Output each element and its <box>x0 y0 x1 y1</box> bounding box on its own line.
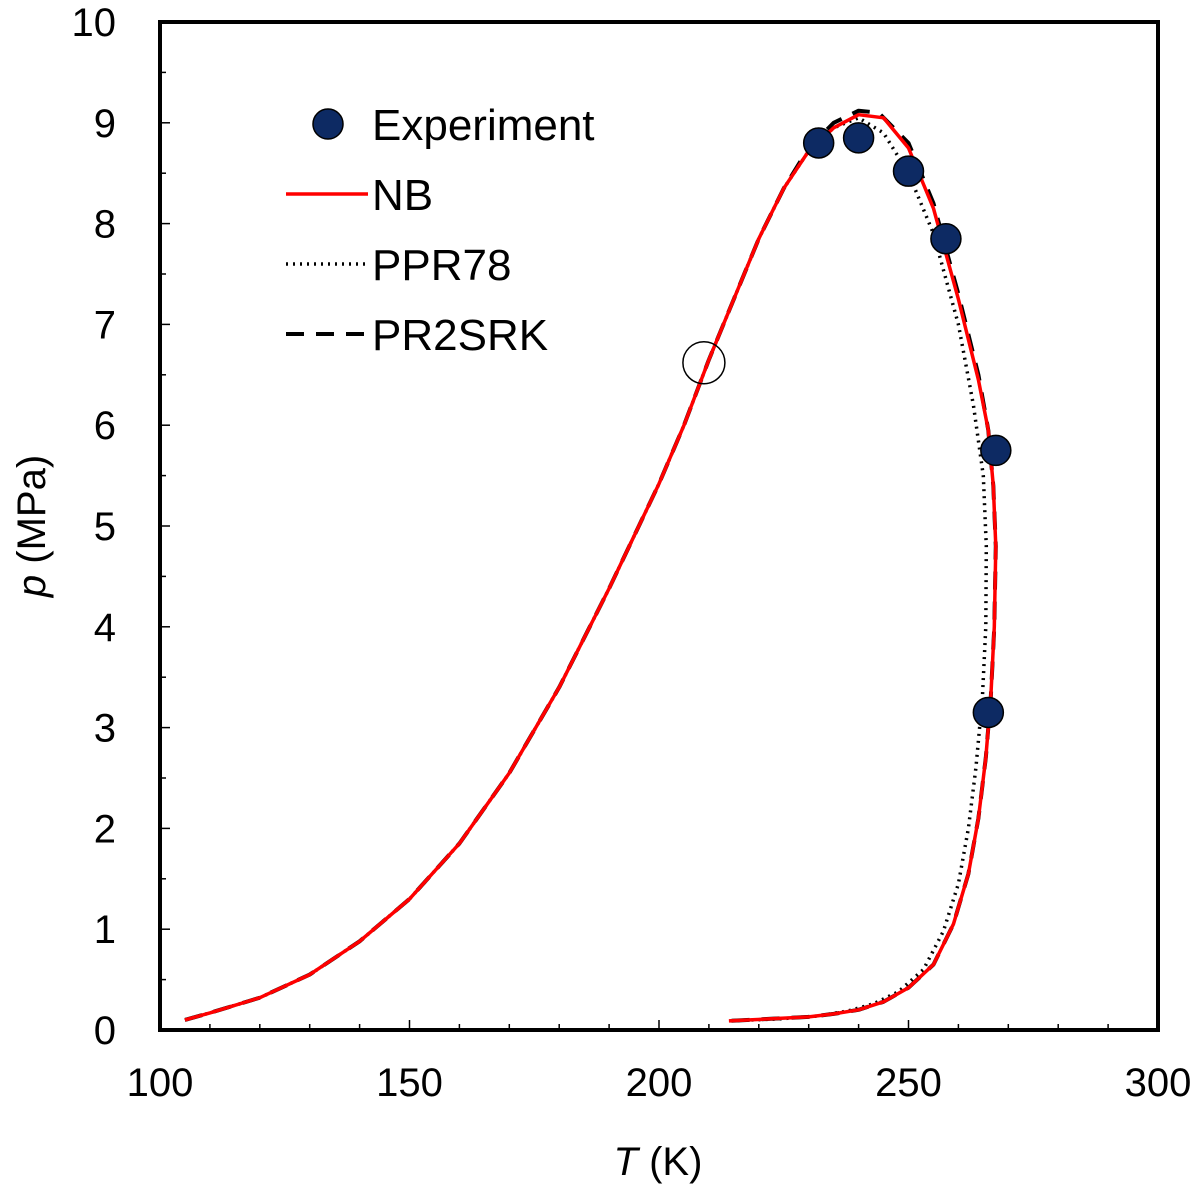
y-tick-label: 4 <box>94 606 116 650</box>
x-tick-label: 100 <box>127 1061 194 1105</box>
experiment-point <box>980 434 1012 467</box>
experiment-point <box>892 155 925 187</box>
y-tick-label: 9 <box>94 102 116 146</box>
y-axis-title: p (MPa) <box>10 455 54 598</box>
experiment-point <box>802 127 835 159</box>
y-tick-label: 5 <box>94 505 116 549</box>
legend: Experiment NB PPR78 PR2SRK <box>286 101 595 360</box>
y-tick-label: 10 <box>72 1 117 45</box>
axis-ticks <box>159 21 1159 1031</box>
legend-experiment-label: Experiment <box>372 101 595 150</box>
x-axis-title: T (K) <box>614 1140 703 1184</box>
series-pr2srk-line <box>184 108 998 1023</box>
y-tick-label: 1 <box>94 908 116 952</box>
series-ppr78-line <box>184 116 989 1023</box>
x-tick-label: 200 <box>626 1061 693 1105</box>
series-nb-line <box>184 112 998 1023</box>
experiment-point <box>842 122 875 154</box>
axis-tick-labels: 0 1 2 3 4 5 6 7 8 9 10 100 150 200 250 300 <box>72 1 1192 1105</box>
legend-experiment-marker <box>312 108 344 140</box>
plot-frame <box>158 20 1160 1032</box>
y-tick-label: 0 <box>94 1009 116 1053</box>
annotations <box>682 340 726 385</box>
x-tick-label: 150 <box>376 1061 443 1105</box>
experiment-point <box>972 696 1005 729</box>
legend-pr2srk-label: PR2SRK <box>372 311 548 360</box>
legend-nb-label: NB <box>372 171 433 220</box>
experiment-point <box>930 222 962 255</box>
y-tick-label: 2 <box>94 807 116 851</box>
y-tick-label: 7 <box>94 303 116 347</box>
y-tick-label: 8 <box>94 203 116 247</box>
x-tick-label: 250 <box>875 1061 942 1105</box>
x-tick-label: 300 <box>1125 1061 1192 1105</box>
y-tick-label: 6 <box>94 404 116 448</box>
annotation-open-circle <box>682 340 726 385</box>
legend-ppr78-label: PPR78 <box>372 241 511 290</box>
series-lines <box>184 108 998 1023</box>
y-tick-label: 3 <box>94 707 116 751</box>
experiment-markers <box>802 122 1012 729</box>
